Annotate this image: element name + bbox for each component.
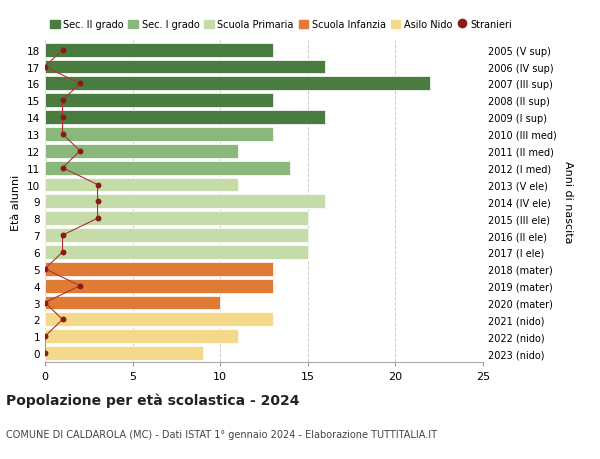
Point [58,249,67,256]
Text: COMUNE DI CALDAROLA (MC) - Dati ISTAT 1° gennaio 2024 - Elaborazione TUTTITALIA.: COMUNE DI CALDAROLA (MC) - Dati ISTAT 1°… [6,429,437,439]
Point [93,181,103,189]
Bar [45,330,238,343]
Bar [45,296,220,310]
Text: Popolazione per età scolastica - 2024: Popolazione per età scolastica - 2024 [6,392,299,407]
Y-axis label: Anni di nascita: Anni di nascita [563,161,573,243]
Bar [45,347,203,360]
Point [93,215,103,223]
Point [93,198,103,206]
Bar [45,162,290,175]
Bar [45,94,273,108]
Point [58,131,67,138]
Point [58,316,67,324]
Bar [45,61,325,74]
Point [75,80,85,88]
Bar [45,44,273,57]
Legend: Sec. II grado, Sec. I grado, Scuola Primaria, Scuola Infanzia, Asilo Nido, Stran: Sec. II grado, Sec. I grado, Scuola Prim… [50,20,512,30]
Point [40,333,50,340]
Point [58,232,67,239]
Bar [45,263,273,276]
Point [40,64,50,71]
Point [58,97,67,105]
Point [75,148,85,155]
Point [40,350,50,357]
Point [40,266,50,273]
Point [58,165,67,172]
Bar [45,178,238,192]
Bar [45,77,430,91]
Bar [45,279,273,293]
Bar [45,229,308,242]
Point [58,114,67,122]
Point [40,299,50,307]
Bar [45,195,325,209]
Bar [45,246,308,259]
Bar [45,128,273,141]
Point [75,282,85,290]
Point [58,47,67,54]
Bar [45,212,308,226]
Bar [45,313,273,327]
Y-axis label: Età alunni: Età alunni [11,174,22,230]
Bar [45,145,238,158]
Bar [45,111,325,125]
